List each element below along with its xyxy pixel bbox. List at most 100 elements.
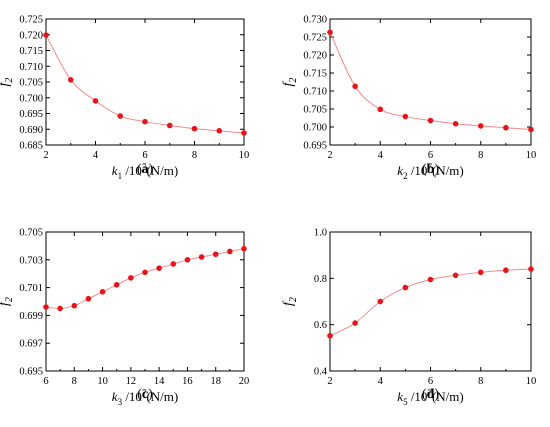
panel-c-series-line [45,248,245,309]
panel-d-caption: (d) [422,387,439,402]
panel-b-data-point [377,106,384,113]
panel-b-ytick-label: 0.705 [303,105,327,116]
panel-b-data-point [503,124,509,131]
panel-d-xtick-label: 8 [478,376,483,387]
panel-c-data-point [170,261,177,267]
panel-d-xlabel: k5 /107(N/m) [397,388,463,407]
panel-b-data-point [427,117,434,124]
panel-a-ytick-label: 0.710 [19,62,43,73]
panel-d-frame [329,231,532,372]
panel-d-data-point [352,320,358,326]
panel-c-data-point [198,254,205,260]
panel-b-data-point [528,126,534,133]
panel-c-ytick-label: 0.697 [19,339,43,350]
panel-b-xtick-label: 4 [378,150,384,161]
panel-a-series-line [45,34,245,134]
panel-b-data-point [452,120,459,127]
panel-a-data-point [191,125,198,132]
panel-b-data-point [352,83,358,90]
panel-c-data-point [113,282,120,288]
panel-a-ytick-label: 0.715 [19,46,43,57]
panel-c-caption: (c) [137,387,153,402]
panel-c-xtick-label: 10 [97,376,108,387]
panel-a: 2 4 6 8 10 0.685 0.690 0.695 0.700 0.705 0.710 0.71… [0,15,249,182]
panel-d-ytick-label: 0.4 [314,367,328,378]
panel-b-xtick-label: 6 [428,150,433,161]
panel-c-data-point [156,265,162,271]
panel-b-data-point [477,123,484,129]
panel-c-xlabel: k3 /107(N/m) [112,388,178,407]
panel-d-xtick-label: 4 [378,376,384,387]
panel-d-data-point [327,332,333,339]
panel-c-data-point [142,269,148,276]
panel-b-ytick-label: 0.710 [303,87,327,98]
panel-a-data-point [241,130,247,136]
panel-b-ytick-label: 0.695 [303,141,327,152]
panel-d-ytick-label: 1.0 [314,228,327,239]
panel-d-xtick-label: 2 [327,376,332,387]
panel-c-data-point [212,251,219,258]
panel-c-ytick-label: 0.705 [19,228,43,239]
panel-b-ytick-label: 0.720 [303,51,327,62]
panel-d: 2 4 6 8 10 0.4 0.6 0.8 1.0 f2 k5 /107(N/m)(d) [281,228,536,408]
panel-b-series-line [329,32,532,131]
panel-a-ytick-label: 0.705 [19,78,43,89]
panel-c-data-point [57,305,63,312]
panel-b-caption: (b) [422,162,439,177]
panel-a-ylabel: f2 [0,78,15,87]
panel-b-frame [329,18,532,146]
panel-c-data-point [99,288,106,295]
panel-c-xtick-label: 16 [182,376,193,387]
panel-c-data-point [85,295,92,302]
panel-c-ytick-label: 0.701 [19,283,43,294]
panel-d-data-point [427,276,434,283]
panel-a-data-point [67,76,74,83]
panel-c-xtick-label: 18 [210,376,221,387]
panel-a-xlabel: k1 /107(N/m) [112,162,178,181]
panel-a-ytick-label: 0.720 [19,30,43,41]
panel-c-ylabel: f2 [0,297,15,306]
panel-c: 6 8 10 12 14 16 18 20 0.695 0.697 0.699 0.701 0.703 0… [0,228,249,408]
panel-d-ytick-label: 0.8 [314,274,327,285]
panel-c-ytick-label: 0.695 [19,367,43,378]
panel-b: 2 4 6 8 10 0.695 0.700 0.705 0.710 0.715 0.720 0.72… [281,15,536,182]
panel-b-xtick-label: 10 [526,150,537,161]
panel-a-data-point [92,98,99,104]
panel-c-data-point [71,302,78,309]
panel-d-data-point [528,266,534,272]
panel-a-xtick-label: 8 [192,150,197,161]
panel-a-caption: (a) [137,162,154,177]
panel-b-ytick-label: 0.700 [303,123,327,134]
panel-a-ytick-label: 0.725 [19,15,43,26]
panel-b-xtick-label: 2 [327,150,332,161]
panel-d-data-point [452,272,459,279]
panel-d-data-point [377,298,384,305]
panel-c-xtick-label: 6 [43,376,48,387]
panel-c-data-point [43,304,49,310]
panel-b-xlabel: k2 /107(N/m) [397,162,463,181]
panel-a-data-point [216,128,223,134]
panel-d-xtick-label: 6 [428,376,433,387]
panel-a-frame [45,18,245,146]
panel-a-data-point [43,32,49,38]
panel-d-ytick-label: 0.6 [314,320,327,331]
panel-c-xtick-label: 20 [239,376,250,387]
panel-a-data-point [166,122,173,129]
panel-d-data-point [503,267,509,274]
panel-a-ytick-label: 0.695 [19,109,43,120]
panel-c-ytick-label: 0.703 [19,255,43,266]
panel-a-xtick-label: 10 [239,150,250,161]
panel-a-ytick-label: 0.685 [19,141,43,152]
panel-b-data-point [327,29,333,36]
panel-b-ylabel: f2 [281,78,299,87]
panel-b-ytick-label: 0.725 [303,33,327,44]
panel-a-xtick-label: 4 [93,150,99,161]
panel-c-xtick-label: 12 [126,376,137,387]
panel-a-xtick-label: 2 [43,150,48,161]
panel-c-data-point [227,248,233,255]
panel-c-data-point [241,245,247,252]
panel-d-xtick-label: 10 [526,376,537,387]
panel-d-data-point [402,284,409,291]
panel-c-data-point [184,257,191,263]
